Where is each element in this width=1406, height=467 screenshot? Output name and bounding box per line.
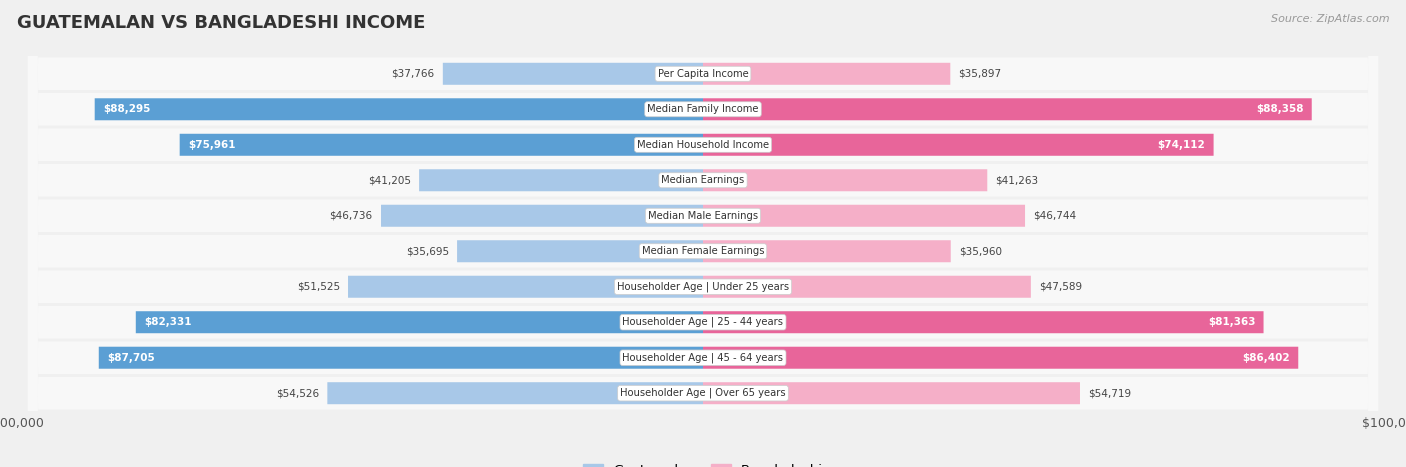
FancyBboxPatch shape: [94, 98, 703, 120]
Text: $54,526: $54,526: [276, 388, 319, 398]
Text: GUATEMALAN VS BANGLADESHI INCOME: GUATEMALAN VS BANGLADESHI INCOME: [17, 14, 425, 32]
Text: $37,766: $37,766: [391, 69, 434, 79]
FancyBboxPatch shape: [328, 382, 703, 404]
FancyBboxPatch shape: [703, 311, 1264, 333]
FancyBboxPatch shape: [180, 134, 703, 156]
Text: $47,589: $47,589: [1039, 282, 1083, 292]
Text: $54,719: $54,719: [1088, 388, 1132, 398]
FancyBboxPatch shape: [349, 276, 703, 298]
Text: $81,363: $81,363: [1208, 317, 1256, 327]
Text: Median Earnings: Median Earnings: [661, 175, 745, 185]
Text: Median Family Income: Median Family Income: [647, 104, 759, 114]
Text: $86,402: $86,402: [1243, 353, 1289, 363]
Legend: Guatemalan, Bangladeshi: Guatemalan, Bangladeshi: [578, 459, 828, 467]
Text: Per Capita Income: Per Capita Income: [658, 69, 748, 79]
Text: $35,695: $35,695: [406, 246, 449, 256]
FancyBboxPatch shape: [28, 0, 1378, 467]
FancyBboxPatch shape: [28, 0, 1378, 467]
FancyBboxPatch shape: [703, 382, 1080, 404]
Text: Source: ZipAtlas.com: Source: ZipAtlas.com: [1271, 14, 1389, 24]
Text: $35,897: $35,897: [959, 69, 1001, 79]
FancyBboxPatch shape: [443, 63, 703, 85]
FancyBboxPatch shape: [457, 240, 703, 262]
Text: Householder Age | Under 25 years: Householder Age | Under 25 years: [617, 282, 789, 292]
FancyBboxPatch shape: [136, 311, 703, 333]
Text: $74,112: $74,112: [1157, 140, 1205, 150]
FancyBboxPatch shape: [381, 205, 703, 227]
Text: Median Female Earnings: Median Female Earnings: [641, 246, 765, 256]
Text: $82,331: $82,331: [143, 317, 191, 327]
Text: Householder Age | Over 65 years: Householder Age | Over 65 years: [620, 388, 786, 398]
Text: Householder Age | 45 - 64 years: Householder Age | 45 - 64 years: [623, 353, 783, 363]
FancyBboxPatch shape: [703, 98, 1312, 120]
FancyBboxPatch shape: [28, 0, 1378, 467]
FancyBboxPatch shape: [703, 276, 1031, 298]
FancyBboxPatch shape: [28, 0, 1378, 467]
FancyBboxPatch shape: [703, 205, 1025, 227]
FancyBboxPatch shape: [703, 347, 1298, 369]
Text: $46,736: $46,736: [329, 211, 373, 221]
FancyBboxPatch shape: [28, 0, 1378, 467]
Text: $41,263: $41,263: [995, 175, 1039, 185]
Text: $51,525: $51,525: [297, 282, 340, 292]
Text: $46,744: $46,744: [1033, 211, 1077, 221]
FancyBboxPatch shape: [28, 0, 1378, 467]
FancyBboxPatch shape: [703, 240, 950, 262]
FancyBboxPatch shape: [98, 347, 703, 369]
Text: Householder Age | 25 - 44 years: Householder Age | 25 - 44 years: [623, 317, 783, 327]
Text: $35,960: $35,960: [959, 246, 1002, 256]
Text: Median Household Income: Median Household Income: [637, 140, 769, 150]
FancyBboxPatch shape: [28, 0, 1378, 467]
Text: Median Male Earnings: Median Male Earnings: [648, 211, 758, 221]
Text: $88,358: $88,358: [1256, 104, 1303, 114]
FancyBboxPatch shape: [28, 0, 1378, 467]
FancyBboxPatch shape: [703, 134, 1213, 156]
Text: $87,705: $87,705: [107, 353, 155, 363]
Text: $41,205: $41,205: [368, 175, 411, 185]
FancyBboxPatch shape: [419, 169, 703, 191]
FancyBboxPatch shape: [28, 0, 1378, 467]
Text: $75,961: $75,961: [188, 140, 235, 150]
Text: $88,295: $88,295: [103, 104, 150, 114]
FancyBboxPatch shape: [28, 0, 1378, 467]
FancyBboxPatch shape: [703, 169, 987, 191]
FancyBboxPatch shape: [703, 63, 950, 85]
